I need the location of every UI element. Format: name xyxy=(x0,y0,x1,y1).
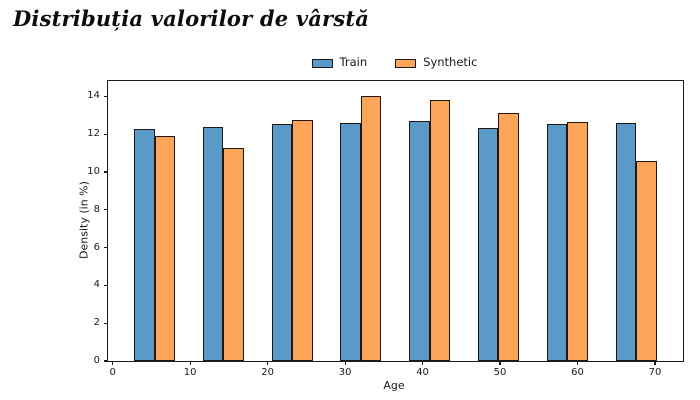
y-tick-label: 10 xyxy=(87,165,100,177)
synthetic-swatch-icon xyxy=(395,58,417,68)
legend-item-synthetic: Synthetic xyxy=(395,57,477,69)
chart-title: Distribuția valorilor de vârstă xyxy=(13,6,370,31)
y-tick-label: 2 xyxy=(93,317,100,329)
x-tick-label: 10 xyxy=(183,367,197,378)
bar-train-2 xyxy=(271,123,293,361)
y-tick-mark xyxy=(104,95,108,97)
x-tick-label: 0 xyxy=(109,367,116,378)
bar-train-4 xyxy=(408,120,430,361)
x-tick-label: 40 xyxy=(416,367,429,378)
x-tick-label: 20 xyxy=(261,367,275,378)
x-tick-mark xyxy=(344,361,346,365)
bar-train-6 xyxy=(546,123,568,361)
x-tick-mark xyxy=(499,361,501,365)
train-swatch-icon xyxy=(311,58,333,68)
bar-train-0 xyxy=(133,129,155,361)
x-axis-label: Age xyxy=(383,379,405,392)
bar-train-7 xyxy=(615,122,637,361)
legend-label-synthetic: Synthetic xyxy=(423,55,478,70)
bar-synthetic-6 xyxy=(567,121,589,361)
x-tick-label: 70 xyxy=(648,367,662,378)
legend-item-train: Train xyxy=(311,55,368,70)
x-tick-mark xyxy=(267,361,269,365)
y-tick-label: 0 xyxy=(93,355,100,366)
x-tick-mark xyxy=(112,361,114,365)
legend-label-train: Train xyxy=(339,55,368,70)
y-axis-label: Density (in %) xyxy=(77,181,91,259)
x-tick-label: 60 xyxy=(571,367,584,378)
y-tick-mark xyxy=(104,246,108,249)
y-tick-label: 12 xyxy=(87,128,100,140)
bar-synthetic-4 xyxy=(429,100,451,361)
x-tick-label: 50 xyxy=(493,367,507,378)
y-tick-mark xyxy=(104,322,108,324)
bar-synthetic-7 xyxy=(636,160,658,361)
x-tick-label: 30 xyxy=(338,367,352,378)
y-tick-mark xyxy=(104,133,108,135)
bar-synthetic-0 xyxy=(154,136,176,361)
x-tick-mark xyxy=(654,361,656,365)
x-tick-mark xyxy=(189,361,191,365)
y-tick-mark xyxy=(104,209,108,211)
plot-area: 0 2 4 6 8 10 12 14 0 10 20 30 40 50 60 70 xyxy=(87,80,684,378)
bar-train-1 xyxy=(202,126,224,361)
bar-synthetic-5 xyxy=(498,113,520,361)
y-tick-mark xyxy=(104,171,108,173)
bar-train-5 xyxy=(477,127,499,361)
bar-synthetic-3 xyxy=(360,96,382,361)
x-tick-mark xyxy=(576,361,579,365)
x-tick-mark xyxy=(421,361,424,365)
bar-synthetic-1 xyxy=(223,148,245,361)
y-tick-label: 6 xyxy=(93,241,100,253)
y-tick-label: 8 xyxy=(93,203,100,215)
y-tick-mark xyxy=(104,284,108,286)
legend: Train Synthetic xyxy=(107,54,682,72)
y-tick-mark xyxy=(104,360,108,362)
y-tick-label: 4 xyxy=(93,279,100,291)
bar-train-3 xyxy=(339,122,361,361)
y-tick-label: 14 xyxy=(87,90,100,102)
bar-synthetic-2 xyxy=(292,119,314,361)
